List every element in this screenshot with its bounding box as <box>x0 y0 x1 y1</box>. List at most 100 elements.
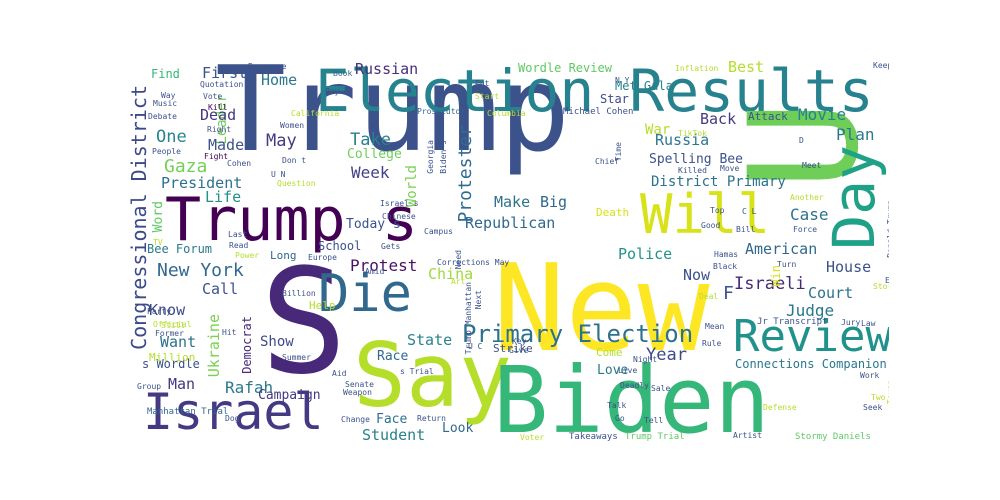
cloud-word: Power <box>235 251 260 260</box>
cloud-word: Change <box>341 415 370 424</box>
cloud-word: Protest <box>350 256 418 275</box>
cloud-word: Movie <box>798 105 847 124</box>
cloud-word: Ukraine <box>205 314 223 378</box>
cloud-word: Back <box>700 110 737 128</box>
cloud-word: Deal <box>699 292 719 301</box>
cloud-word: California <box>291 109 340 118</box>
cloud-word: Fight <box>204 152 229 161</box>
cloud-word: Meet <box>802 161 822 170</box>
cloud-word: Die <box>318 264 412 324</box>
cloud-word: Night <box>633 355 658 364</box>
cloud-word: Stormy Daniels <box>795 432 871 442</box>
cloud-word: Call <box>202 280 239 298</box>
cloud-word: Two <box>871 393 886 402</box>
cloud-word: Defense <box>763 403 797 412</box>
cloud-word: Biden <box>493 347 770 446</box>
cloud-word: Amid <box>365 267 385 276</box>
cloud-word: Art <box>451 277 466 286</box>
cloud-word: Make <box>494 193 531 211</box>
cloud-word: Put <box>475 79 490 88</box>
cloud-word: Last <box>228 230 248 239</box>
cloud-word: Read <box>229 241 249 250</box>
cloud-word: Israel s <box>380 199 419 208</box>
cloud-word: Rule <box>702 339 722 348</box>
cloud-word: Congressional District <box>127 85 151 350</box>
cloud-word: Wordle Review <box>518 61 612 75</box>
cloud-word: President <box>161 174 243 192</box>
cloud-word: Court <box>808 284 854 302</box>
cloud-word: Primary Election <box>462 320 694 348</box>
cloud-word: Don t <box>282 156 307 165</box>
cloud-word: Vote <box>203 92 223 101</box>
cloud-word: Hamas <box>714 250 739 259</box>
cloud-word: Group <box>137 382 162 391</box>
cloud-word: TikTok <box>678 129 707 138</box>
word-cloud: Trump New S Say Biden Election Results Trump s… <box>125 60 889 445</box>
cloud-word: New <box>493 240 710 379</box>
cloud-word: Dead <box>200 106 237 124</box>
cloud-word: Election Results <box>315 60 874 125</box>
cloud-word: Former <box>155 329 184 338</box>
cloud-word: Start <box>475 92 500 101</box>
cloud-word: Israeli <box>734 274 806 294</box>
cloud-word: Jr Transcript <box>757 317 828 327</box>
cloud-word: Summer <box>282 353 311 362</box>
cloud-word: Takeaways <box>569 432 618 442</box>
cloud-word: Women <box>280 121 305 130</box>
cloud-word: Race <box>377 349 409 364</box>
cloud-word: Inflation <box>675 64 719 73</box>
cloud-word: C L <box>742 207 757 216</box>
cloud-word: Bee Forum <box>147 242 213 256</box>
cloud-word: Need <box>454 250 463 270</box>
cloud-word: Met Gala <box>615 79 673 93</box>
cloud-word: Prosecutor <box>417 107 466 116</box>
cloud-word: Georgia <box>426 140 435 174</box>
cloud-word: Show <box>260 334 294 350</box>
cloud-word: Trump Manhattan <box>464 282 473 355</box>
cloud-word: D <box>799 136 804 145</box>
cloud-word: American <box>745 240 818 258</box>
cloud-word: Hit <box>222 328 237 337</box>
cloud-word: Weapon <box>343 388 372 397</box>
cloud-word: Way <box>161 91 176 100</box>
cloud-word: Storm <box>873 282 889 291</box>
cloud-word: Donald Trump <box>886 200 889 258</box>
cloud-word: Seek <box>863 403 883 412</box>
cloud-word: Word <box>151 201 166 233</box>
cloud-word: S <box>260 238 348 407</box>
cloud-word: Case <box>790 205 829 224</box>
cloud-word: Know <box>149 301 186 319</box>
cloud-word: Top <box>710 206 725 215</box>
cloud-word: Star <box>600 92 629 106</box>
cloud-word: Help <box>309 299 336 312</box>
cloud-word: Come <box>596 346 623 359</box>
cloud-word: Still <box>161 321 186 330</box>
cloud-word: Plan <box>836 125 875 144</box>
cloud-word: Long <box>270 249 297 262</box>
cloud-word: Week <box>351 163 390 182</box>
cloud-word: s Trial <box>400 367 434 376</box>
cloud-word: China <box>428 265 474 283</box>
cloud-word: Russia <box>655 131 710 149</box>
cloud-word: Texas <box>886 380 889 405</box>
cloud-word: Live <box>618 366 638 375</box>
cloud-word: Return <box>417 414 446 423</box>
cloud-word: Win <box>769 265 783 287</box>
cloud-word: May <box>266 131 297 151</box>
cloud-word: Trump s <box>165 185 418 255</box>
cloud-word: Connections Companion <box>735 357 887 371</box>
cloud-word: District Primary <box>651 174 786 190</box>
cloud-word: Party <box>147 307 172 316</box>
cloud-word: Campaign <box>258 388 321 403</box>
cloud-word: Law <box>861 319 876 328</box>
cloud-word: Voter <box>520 433 545 442</box>
cloud-word: Gets <box>381 242 401 251</box>
cloud-word: Kill <box>208 103 228 112</box>
cloud-word: U C <box>468 342 483 351</box>
cloud-word: Force <box>793 225 818 234</box>
cloud-word: Made <box>208 136 245 154</box>
cloud-word: Corrections May <box>437 258 510 267</box>
cloud-word: Killed <box>678 166 707 175</box>
cloud-word: Pay <box>325 87 340 96</box>
cloud-word: Now <box>683 266 711 284</box>
